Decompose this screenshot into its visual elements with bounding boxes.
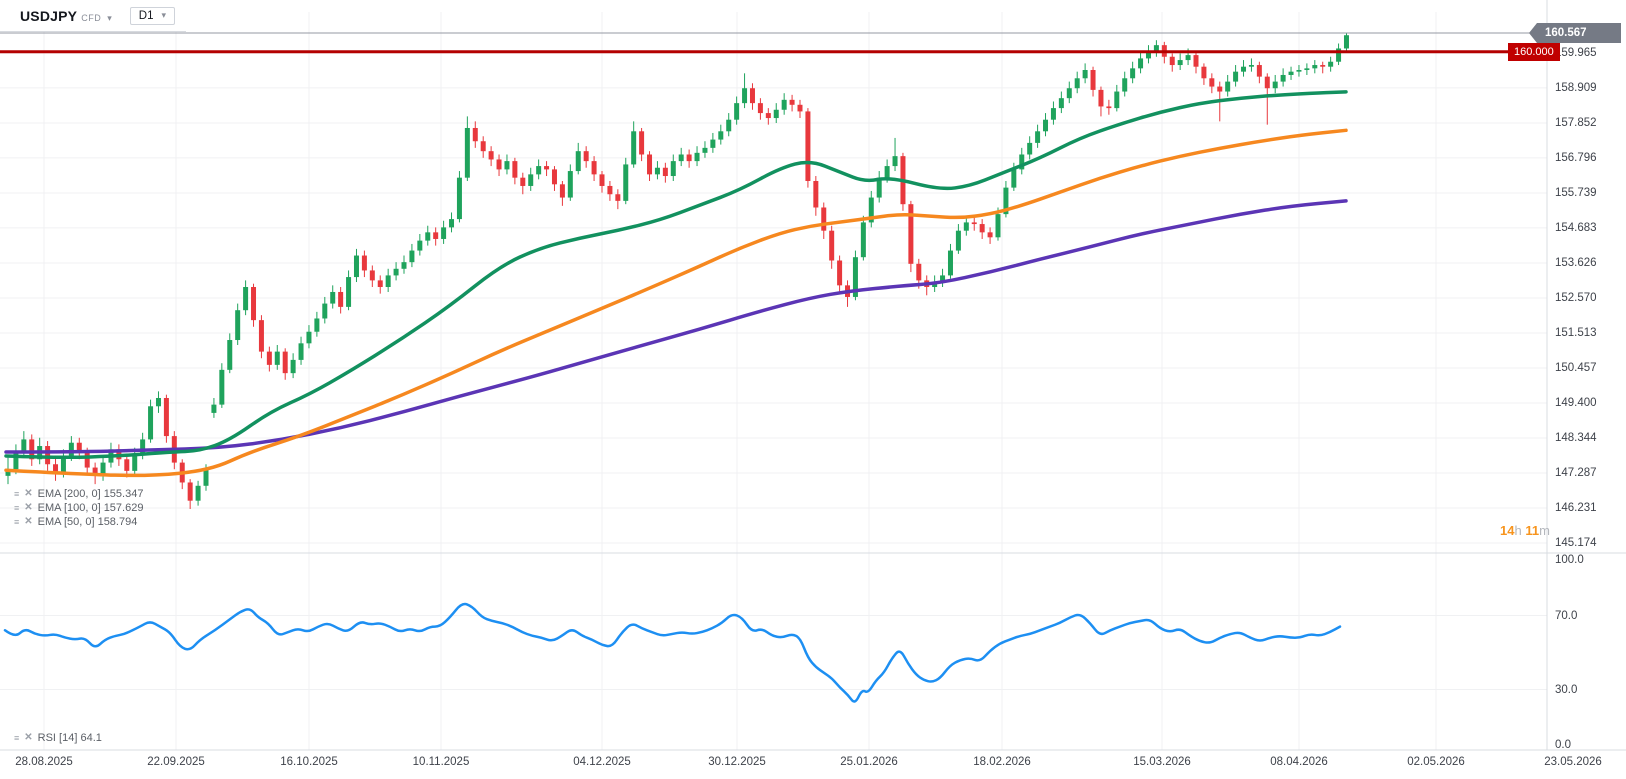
- price-axis-label: 154.683: [1555, 221, 1597, 234]
- ema50-line[interactable]: [4, 90, 1348, 460]
- price-axis-label: 150.457: [1555, 361, 1597, 374]
- time-axis-label: 25.01.2026: [840, 756, 898, 768]
- rsi-legend-label: RSI [14] 64.1: [37, 732, 102, 744]
- timeframe-selector[interactable]: D1 ▾: [129, 6, 175, 25]
- ema50-legend-label: EMA [50, 0] 158.794: [37, 516, 138, 528]
- price-axis-label: 146.231: [1555, 501, 1597, 514]
- time-axis-label: 15.03.2026: [1133, 756, 1191, 768]
- price-axis-label: 147.287: [1555, 466, 1597, 479]
- time-axis-label: 28.08.2025: [15, 756, 73, 768]
- time-axis-label: 04.12.2025: [573, 756, 631, 768]
- price-axis-label: 152.570: [1555, 291, 1597, 304]
- price-alert-badge[interactable]: 160.000: [1508, 43, 1560, 61]
- time-axis-label: 10.11.2025: [412, 756, 470, 768]
- ema100-legend-label: EMA [100, 0] 157.629: [37, 502, 144, 514]
- price-axis-label: 159.965: [1555, 46, 1597, 59]
- indicator-remove-icon[interactable]: ✕: [24, 516, 33, 527]
- price-axis-label: 155.739: [1555, 186, 1597, 199]
- indicator-settings-icon[interactable]: ≡: [14, 503, 20, 513]
- time-axis-label: 18.02.2026: [973, 756, 1031, 768]
- gridlines: [0, 12, 1547, 750]
- rsi-axis-label: 30.0: [1555, 683, 1578, 696]
- timeframe-value: D1: [138, 9, 154, 22]
- rsi-axis-label: 0.0: [1555, 739, 1571, 751]
- countdown-hours-unit: h: [1514, 523, 1526, 538]
- candle-countdown: 14h 11m: [1500, 523, 1550, 538]
- countdown-minutes-unit: m: [1539, 523, 1550, 538]
- chevron-down-icon: ▾: [161, 10, 166, 20]
- countdown-minutes: 11: [1525, 523, 1540, 538]
- time-axis-label: 23.05.2026: [1544, 756, 1602, 768]
- ema200-line[interactable]: [4, 199, 1348, 454]
- price-axis-label: 153.626: [1555, 256, 1597, 269]
- indicator-settings-icon[interactable]: ≡: [14, 733, 20, 743]
- ema200-legend-label: EMA [200, 0] 155.347: [37, 488, 144, 500]
- indicator-remove-icon[interactable]: ✕: [24, 488, 33, 499]
- rsi-legend-row: ≡ ✕ RSI [14] 64.1: [14, 731, 102, 745]
- last-price-badge: 160.567: [1529, 23, 1621, 43]
- ema50-legend-row: ≡ ✕ EMA [50, 0] 158.794: [14, 515, 137, 529]
- market-type-label: CFD: [81, 12, 102, 23]
- indicator-settings-icon[interactable]: ≡: [14, 517, 20, 527]
- chevron-down-icon: ▾: [107, 12, 112, 23]
- rsi-axis-label: 70.0: [1555, 609, 1578, 622]
- time-axis-label: 30.12.2025: [708, 756, 766, 768]
- price-axis-label: 149.400: [1555, 396, 1597, 409]
- countdown-hours: 14: [1500, 523, 1515, 538]
- indicator-remove-icon[interactable]: ✕: [24, 502, 33, 513]
- price-axis-label: 158.909: [1555, 81, 1597, 94]
- toolbar: USDJPY CFD ▾ D1 ▾: [0, 0, 186, 32]
- symbol-name: USDJPY: [20, 7, 78, 24]
- time-axis-label: 08.04.2026: [1270, 756, 1328, 768]
- price-axis-label: 156.796: [1555, 151, 1597, 164]
- price-axis-label: 148.344: [1555, 431, 1597, 444]
- time-axis-label: 22.09.2025: [147, 756, 205, 768]
- rsi-axis-label: 100.0: [1555, 554, 1584, 566]
- indicator-settings-icon[interactable]: ≡: [14, 489, 20, 499]
- symbol-selector[interactable]: USDJPY CFD ▾: [0, 8, 122, 24]
- candlestick-series[interactable]: [5, 32, 1349, 509]
- ema100-legend-row: ≡ ✕ EMA [100, 0] 157.629: [14, 501, 143, 515]
- time-axis-label: 02.05.2026: [1407, 756, 1465, 768]
- price-axis-label: 157.852: [1555, 116, 1597, 129]
- rsi-line[interactable]: [3, 602, 1342, 703]
- ema100-line[interactable]: [4, 128, 1348, 478]
- ema200-legend-row: ≡ ✕ EMA [200, 0] 155.347: [14, 487, 143, 501]
- price-axis-label: 151.513: [1555, 326, 1597, 339]
- price-axis-label: 145.174: [1555, 536, 1597, 549]
- time-axis-label: 16.10.2025: [280, 756, 338, 768]
- indicator-remove-icon[interactable]: ✕: [24, 732, 33, 743]
